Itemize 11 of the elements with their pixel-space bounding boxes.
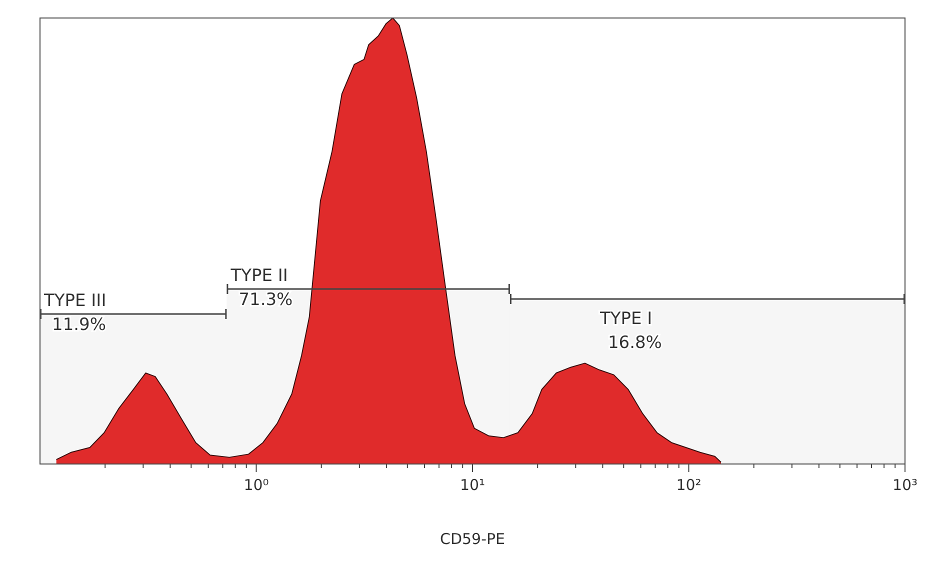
annotation: 71.3% bbox=[238, 290, 293, 310]
x-tick-label: 10¹ bbox=[460, 476, 486, 494]
band-label: TYPE II bbox=[230, 266, 288, 286]
x-axis-title: CD59-PE bbox=[440, 530, 506, 548]
annotation: 16.8% bbox=[608, 333, 662, 353]
band-label: TYPE III bbox=[43, 291, 106, 311]
x-tick-label: 10³ bbox=[892, 476, 918, 494]
band-label: TYPE I bbox=[598, 309, 652, 329]
annotation: 11.9% bbox=[52, 315, 106, 335]
x-tick-label: 10⁰ bbox=[244, 476, 269, 494]
x-tick-label: 10² bbox=[676, 476, 702, 494]
